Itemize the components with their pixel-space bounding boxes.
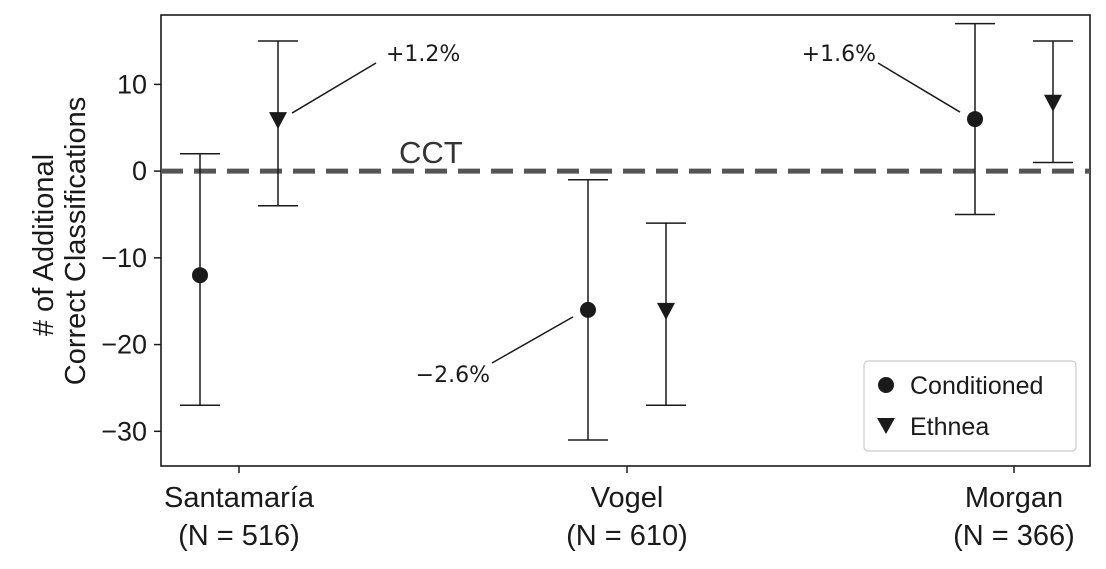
point-conditioned xyxy=(580,301,596,318)
x-tick-sample-size: (N = 516) xyxy=(178,520,300,552)
annotation-leader-line xyxy=(291,62,377,114)
point-ethnea xyxy=(1044,94,1062,112)
point-ethnea xyxy=(657,302,675,320)
legend-label-ethnea: Ethnea xyxy=(910,413,989,441)
legend-circle-icon xyxy=(878,377,894,393)
y-tick-label: −30 xyxy=(101,416,147,446)
x-axis-ticks: Santamaría (N = 516) Vogel (N = 610) Morgan (… xyxy=(164,466,1075,552)
y-tick-label: 10 xyxy=(117,69,147,99)
annotation-label: +1.2% xyxy=(386,42,460,67)
y-tick-label: 0 xyxy=(132,156,147,186)
y-axis-label-line-2: Correct Classifications xyxy=(60,97,92,385)
annotations: +1.2% −2.6% +1.6% xyxy=(291,42,961,388)
annotation-label: −2.6% xyxy=(416,363,490,388)
point-conditioned xyxy=(967,111,983,128)
data-markers xyxy=(192,94,1062,320)
y-axis-label-line-1: # of Additional xyxy=(28,154,60,336)
y-tick-label: −10 xyxy=(101,243,147,273)
legend-triangle-down-icon xyxy=(877,418,895,434)
annotation-leader-line xyxy=(877,62,961,113)
x-tick-label: Vogel xyxy=(591,482,664,514)
annotation-leader-line xyxy=(491,316,574,364)
legend-box xyxy=(863,360,1077,452)
annotation-label: +1.6% xyxy=(802,42,876,67)
x-tick-sample-size: (N = 610) xyxy=(566,520,688,552)
x-tick-label: Santamaría xyxy=(164,482,315,514)
point-conditioned xyxy=(192,267,208,284)
legend-label-conditioned: Conditioned xyxy=(910,372,1043,400)
point-ethnea xyxy=(269,112,287,130)
reference-line: CCT xyxy=(161,135,1090,174)
reference-line-label: CCT xyxy=(399,135,463,170)
legend: Conditioned Ethnea xyxy=(863,360,1077,452)
y-axis-ticks: −30 −20 −10 0 10 xyxy=(101,69,161,446)
x-tick-label: Morgan xyxy=(965,482,1063,514)
y-tick-label: −20 xyxy=(101,330,147,360)
x-tick-sample-size: (N = 366) xyxy=(953,520,1075,552)
y-axis-label: # of Additional Correct Classifications xyxy=(28,97,92,385)
